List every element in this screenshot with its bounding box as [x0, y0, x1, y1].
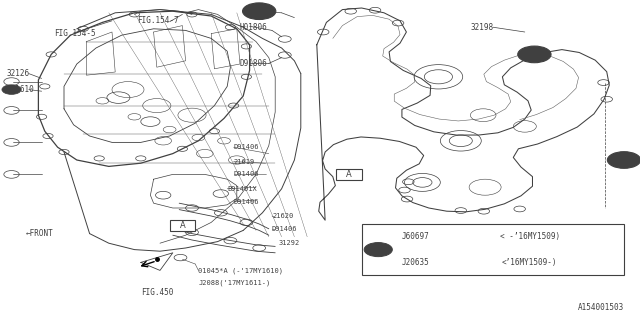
Text: FIG.154-5: FIG.154-5: [54, 29, 96, 38]
Text: 32126: 32126: [6, 69, 29, 78]
FancyBboxPatch shape: [170, 220, 195, 231]
Text: FIG.450: FIG.450: [141, 288, 173, 297]
FancyBboxPatch shape: [336, 169, 362, 180]
Text: 21620: 21620: [272, 213, 293, 219]
Text: 01045*A (-'17MY1610): 01045*A (-'17MY1610): [198, 267, 284, 274]
Text: 1: 1: [621, 156, 627, 164]
Text: A: A: [180, 221, 185, 230]
Text: J2088('17MY1611-): J2088('17MY1611-): [198, 280, 271, 286]
Text: 21619: 21619: [234, 159, 255, 164]
Circle shape: [364, 243, 392, 257]
Text: J20635: J20635: [401, 258, 429, 267]
Text: <’16MY1509-): <’16MY1509-): [502, 258, 557, 267]
Circle shape: [2, 85, 21, 94]
Text: ←FRONT: ←FRONT: [26, 229, 53, 238]
Text: 1: 1: [532, 50, 537, 59]
Text: 31292: 31292: [278, 240, 300, 246]
Text: FIG.154-7: FIG.154-7: [138, 16, 179, 25]
Text: 1: 1: [376, 245, 381, 254]
Text: A154001503: A154001503: [578, 303, 624, 312]
Circle shape: [518, 46, 551, 63]
Text: H01806: H01806: [240, 23, 268, 32]
Text: D91406: D91406: [234, 172, 259, 177]
Text: A: A: [346, 170, 351, 179]
Circle shape: [607, 152, 640, 168]
Bar: [362, 224, 624, 275]
Text: 32198: 32198: [470, 23, 493, 32]
Text: D91610: D91610: [6, 85, 34, 94]
Text: < -’16MY1509): < -’16MY1509): [500, 232, 559, 241]
Text: D91406: D91406: [234, 144, 259, 150]
Text: D91406: D91406: [234, 199, 259, 204]
Text: B91401X: B91401X: [227, 186, 257, 192]
Text: 1: 1: [257, 7, 262, 16]
Text: J60697: J60697: [401, 232, 429, 241]
Text: D91806: D91806: [240, 60, 268, 68]
Text: D91406: D91406: [272, 226, 298, 232]
Circle shape: [243, 3, 276, 20]
